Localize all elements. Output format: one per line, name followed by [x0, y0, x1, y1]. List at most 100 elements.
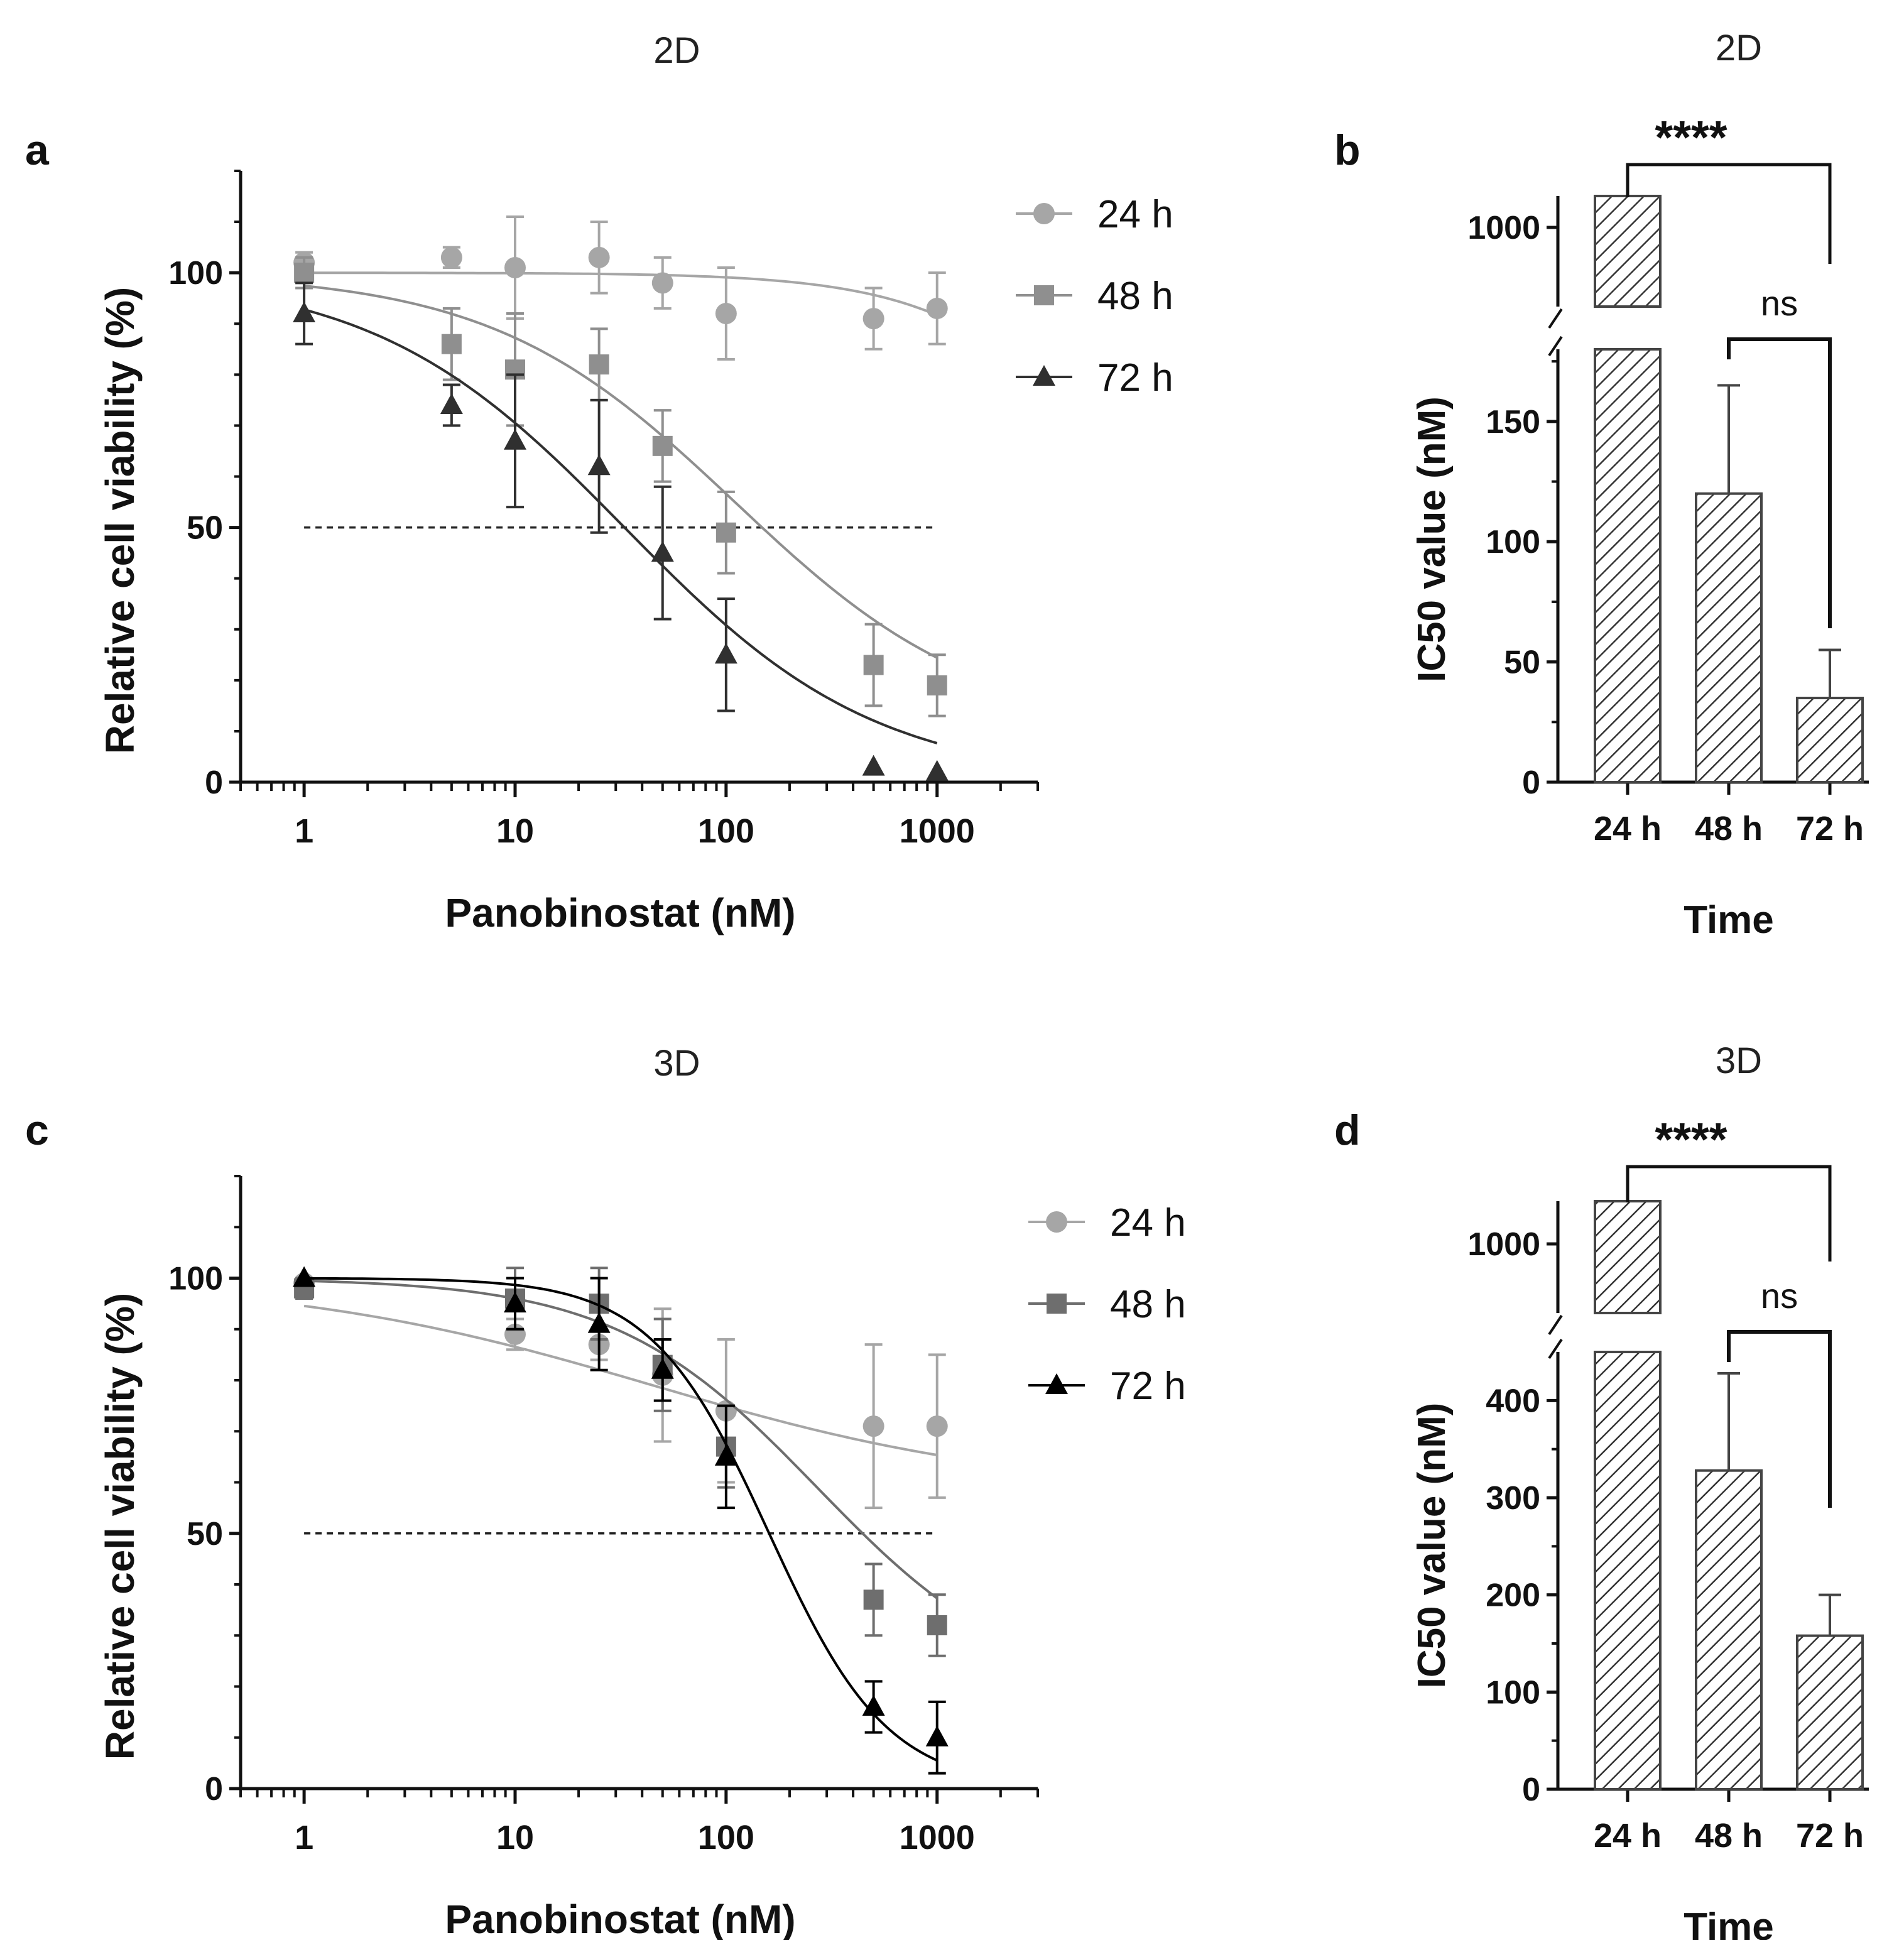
bar	[1796, 1634, 1864, 1791]
legend-label: 72 h	[1097, 356, 1173, 400]
y-axis-label: Relative cell viability (%)	[97, 287, 143, 754]
panel-d: 3D d 0 100 200 300 400 1000 24 h 48 h 72 h **** ns Ti…	[1334, 1040, 1869, 1940]
panel-letter: a	[25, 126, 50, 174]
chart-title: 2D	[653, 30, 700, 71]
x-tick-label: 1000	[900, 1819, 975, 1856]
chart-title: 2D	[1716, 28, 1762, 68]
panel-letter: d	[1334, 1106, 1361, 1154]
data-point-triangle	[587, 454, 611, 476]
y-axis-label: IC50 value (nM)	[1410, 396, 1454, 682]
data-point-circle	[440, 246, 462, 268]
bar-lower	[1594, 348, 1662, 783]
y-tick-label-upper: 1000	[1467, 1226, 1540, 1263]
series-48h	[294, 1267, 947, 1657]
data-point-triangle	[587, 1312, 611, 1333]
data-point-triangle	[651, 1358, 674, 1379]
x-tick-label: 48 h	[1695, 810, 1763, 847]
series-48h	[294, 256, 947, 717]
y-tick-label: 50	[1504, 645, 1540, 681]
legend-label: 48 h	[1097, 275, 1173, 318]
x-tick-label: 100	[698, 1819, 754, 1856]
y-tick-label: 50	[187, 510, 223, 547]
axis-break-mark	[1548, 1314, 1563, 1336]
data-point-triangle	[862, 1695, 885, 1716]
significance-label: ****	[1655, 111, 1727, 163]
x-tick-label: 48 h	[1695, 1817, 1763, 1855]
y-tick-label: 50	[187, 1516, 223, 1552]
data-point-circle	[504, 257, 526, 279]
bar-upper	[1594, 195, 1662, 308]
bar-lower	[1594, 1351, 1662, 1790]
significance-bracket	[1626, 163, 1832, 264]
chart-title: 3D	[1716, 1040, 1762, 1081]
significance-label: ****	[1655, 1113, 1727, 1165]
axis-break-mark	[1548, 335, 1563, 357]
series-24h	[293, 215, 948, 361]
data-point-triangle	[503, 428, 526, 450]
data-point-circle	[651, 272, 673, 294]
panel-c: 3D c 0 50 100 1 10 100 1000 Panobinostat (nM) Rela…	[25, 1043, 1186, 1940]
fit-curve	[304, 1277, 938, 1762]
fit-curve	[303, 285, 938, 659]
data-point-triangle	[440, 393, 463, 414]
significance-bracket	[1727, 1330, 1832, 1508]
legend-label: 24 h	[1097, 193, 1173, 236]
data-point-triangle	[293, 302, 316, 323]
significance-bracket	[1626, 1165, 1832, 1262]
data-point-square	[441, 334, 462, 354]
data-point-triangle	[714, 643, 737, 664]
y-tick-label-upper: 1000	[1467, 210, 1540, 246]
x-axis-label: Panobinostat (nM)	[445, 1897, 795, 1940]
data-point-square	[294, 263, 315, 283]
data-point-square	[863, 1589, 884, 1610]
y-tick-label: 400	[1486, 1383, 1540, 1419]
chart-title: 3D	[653, 1043, 700, 1084]
x-tick-label: 100	[698, 812, 754, 850]
data-point-triangle	[503, 1292, 526, 1313]
y-tick-label: 100	[168, 1261, 223, 1297]
fit-curve	[303, 1304, 938, 1456]
x-tick-label: 10	[496, 812, 534, 850]
legend-marker-square	[1047, 1294, 1067, 1314]
y-tick-label: 0	[1522, 1772, 1540, 1808]
x-axis-label: Panobinostat (nM)	[445, 890, 795, 935]
bar	[1695, 1469, 1763, 1791]
panel-letter: b	[1334, 126, 1361, 174]
axis-break-mark	[1548, 1338, 1563, 1360]
data-point-triangle	[925, 1725, 949, 1747]
bar-upper	[1594, 1200, 1662, 1314]
x-tick-label: 72 h	[1796, 1817, 1864, 1855]
significance-label: ns	[1761, 283, 1798, 323]
y-tick-label: 0	[205, 765, 223, 801]
data-point-circle	[926, 297, 948, 319]
data-point-triangle	[925, 760, 949, 781]
series-72h	[293, 1266, 949, 1775]
y-tick-label: 100	[1486, 1674, 1540, 1711]
legend-marker-triangle	[1033, 365, 1055, 386]
y-tick-label: 0	[1522, 765, 1540, 801]
data-point-square	[715, 522, 736, 543]
legend-label: 48 h	[1110, 1283, 1186, 1326]
y-axis-label: IC50 value (nM)	[1410, 1403, 1454, 1689]
data-point-square	[927, 1615, 947, 1635]
x-tick-label: 1	[295, 1819, 313, 1856]
x-tick-label: 24 h	[1594, 1817, 1662, 1855]
x-tick-label: 72 h	[1796, 810, 1864, 847]
y-tick-label: 100	[168, 255, 223, 292]
series-72h	[293, 281, 949, 781]
legend-marker-circle	[1046, 1211, 1067, 1233]
significance-label: ns	[1761, 1276, 1798, 1316]
legend-marker-triangle	[1045, 1373, 1068, 1394]
bar	[1796, 697, 1864, 784]
data-point-square	[927, 675, 947, 695]
data-point-square	[589, 354, 609, 375]
data-point-triangle	[862, 755, 885, 776]
y-tick-label: 0	[205, 1771, 223, 1807]
axis-break-mark	[1548, 308, 1563, 329]
fit-curve	[303, 308, 938, 744]
x-tick-label: 1	[295, 812, 313, 850]
legend-marker-square	[1034, 285, 1054, 305]
legend-label: 72 h	[1110, 1365, 1186, 1408]
data-point-square	[863, 655, 884, 675]
